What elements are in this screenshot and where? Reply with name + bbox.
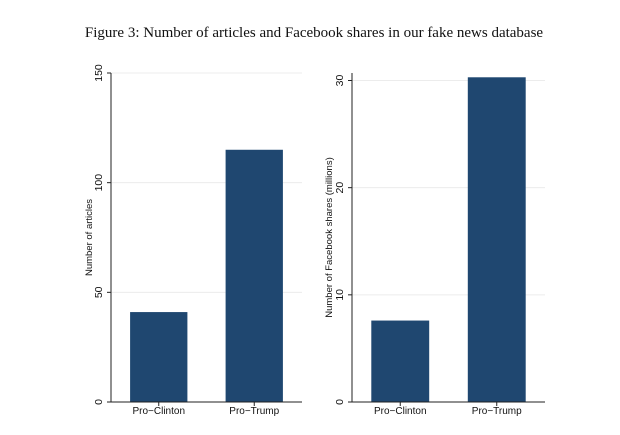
y-tick-label-shares-1: 10 bbox=[334, 289, 346, 301]
bar-articles-pro-trump bbox=[225, 149, 283, 402]
x-tick-label-articles-0: Pro−Clinton bbox=[132, 406, 185, 417]
x-tick-label-shares-0: Pro−Clinton bbox=[374, 406, 427, 417]
y-tick-label-shares-2: 20 bbox=[334, 182, 346, 194]
y-tick-label-articles-1: 50 bbox=[93, 286, 105, 298]
bar-shares-pro-clinton bbox=[371, 320, 430, 402]
bar-shares-pro-trump bbox=[467, 77, 526, 402]
bar-articles-pro-clinton bbox=[130, 312, 188, 402]
y-tick-label-shares-0: 0 bbox=[334, 399, 346, 405]
y-axis-title-shares: Number of Facebook shares (millions) bbox=[324, 157, 335, 318]
x-tick-label-shares-1: Pro−Trump bbox=[472, 406, 522, 417]
y-axis-title-articles: Number of articles bbox=[84, 199, 95, 276]
facebook-shares-chart: Pro−Clinton Pro−Trump 0 10 20 30 Number of Fac… bbox=[324, 73, 545, 417]
x-tick-label-articles-1: Pro−Trump bbox=[229, 406, 279, 417]
y-tick-label-shares-3: 30 bbox=[334, 75, 346, 87]
y-tick-label-articles-3: 150 bbox=[93, 64, 105, 82]
y-tick-label-articles-0: 0 bbox=[93, 399, 105, 405]
articles-chart: Pro−Clinton Pro−Trump 0 50 100 150 Number of a… bbox=[84, 64, 302, 417]
y-tick-label-articles-2: 100 bbox=[93, 174, 105, 192]
figure-title: Figure 3: Number of articles and Faceboo… bbox=[85, 25, 544, 41]
